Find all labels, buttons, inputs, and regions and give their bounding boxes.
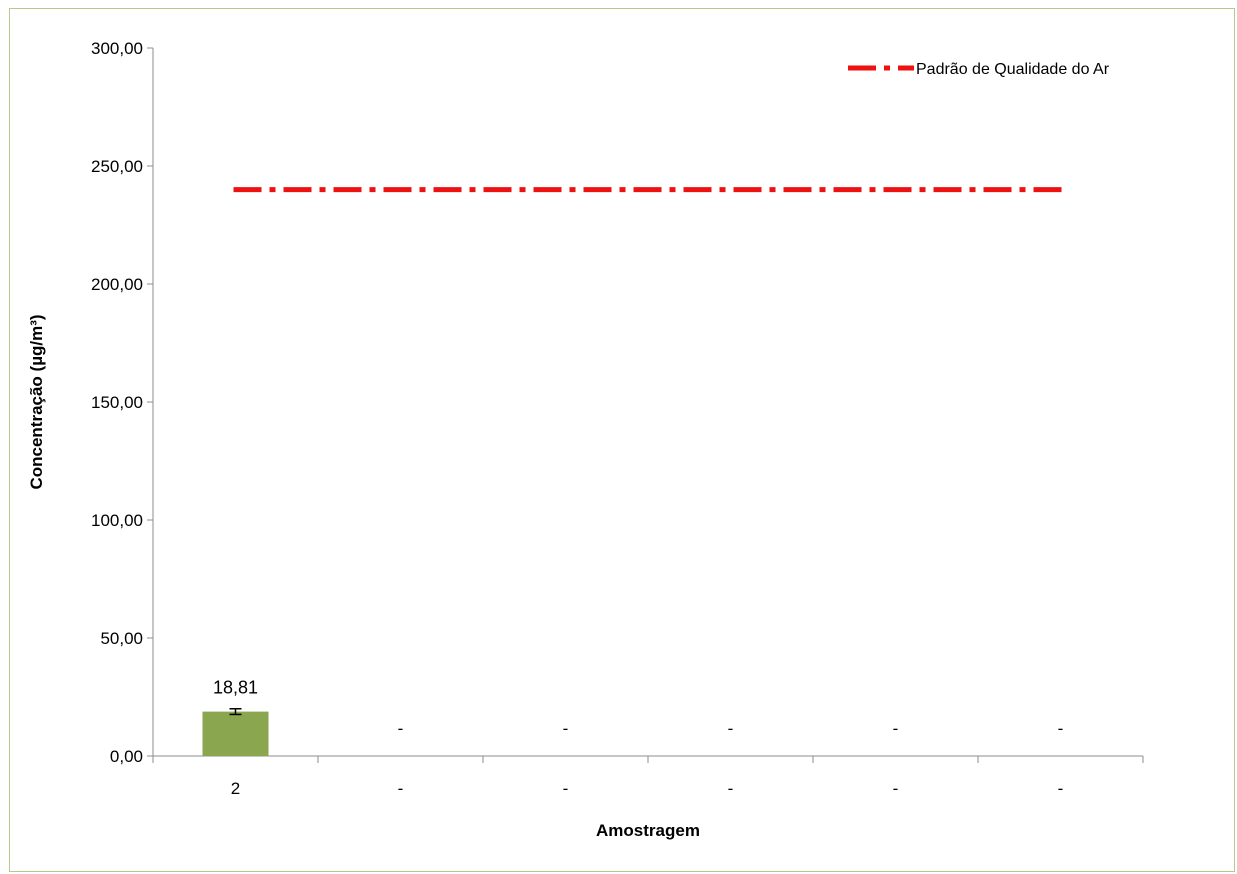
x-axis: 2 - - - - -	[152, 755, 1144, 798]
data-label: -	[893, 719, 899, 738]
y-tick-label: 250,00	[91, 157, 143, 176]
legend-label: Padrão de Qualidade do Ar	[916, 61, 1110, 78]
data-label: -	[563, 719, 569, 738]
y-tick-label: 300,00	[91, 39, 143, 58]
data-label: 18,81	[213, 678, 258, 698]
y-tick-label: 50,00	[100, 629, 143, 648]
x-tick-label: -	[1058, 779, 1064, 798]
y-tick-label: 200,00	[91, 275, 143, 294]
data-label: -	[728, 719, 734, 738]
x-tick-label: 2	[231, 779, 240, 798]
x-tick-label: -	[563, 779, 569, 798]
y-axis: 0,00 50,00 100,00 150,00 200,00 250,00 300,00	[91, 39, 154, 766]
y-tick-label: 100,00	[91, 511, 143, 530]
bars-group	[202, 708, 269, 756]
data-label: -	[1058, 719, 1064, 738]
bar	[202, 711, 269, 756]
data-label: -	[398, 719, 404, 738]
legend: Padrão de Qualidade do Ar	[848, 61, 1110, 78]
x-tick-label: -	[893, 779, 899, 798]
x-tick-label: -	[728, 779, 734, 798]
y-tick-label: 150,00	[91, 393, 143, 412]
y-tick-label: 0,00	[110, 747, 143, 766]
x-tick-label: -	[398, 779, 404, 798]
x-axis-title: Amostragem	[596, 821, 700, 840]
y-axis-title: Concentração (µg/m³)	[27, 314, 46, 489]
data-labels-group: 18,81 - - - - -	[213, 678, 1063, 738]
